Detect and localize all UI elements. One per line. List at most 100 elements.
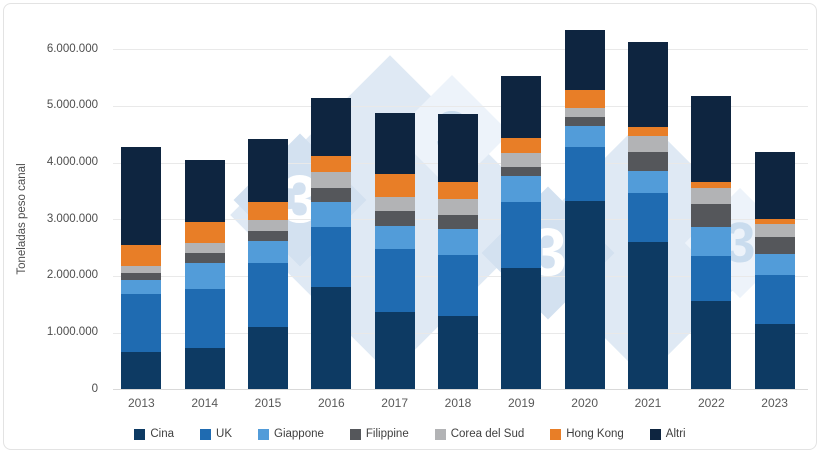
bar-segment-altri (564, 30, 605, 91)
bar-segment-hong-kong (501, 138, 542, 153)
bar-2020 (564, 30, 605, 390)
bar-segment-corea-del-sud (374, 196, 415, 212)
bar-segment-filippine (248, 230, 288, 241)
bar-segment-filippine (184, 253, 225, 264)
legend-swatch-corea-del-sud (434, 428, 446, 440)
bar-segment-altri (754, 151, 795, 220)
legend-item-altri: Altri (649, 427, 686, 441)
bar-segment-hong-kong (121, 244, 162, 266)
x-axis-label-2021: 2021 (634, 396, 662, 410)
legend-label-corea-del-sud: Corea del Sud (450, 427, 525, 440)
legend-item-filippine: Filippine (349, 428, 409, 441)
bar-segment-uk (311, 226, 352, 287)
bar-segment-hong-kong (627, 127, 668, 136)
legend-swatch-filippine (349, 428, 361, 440)
bar-segment-uk (374, 249, 415, 312)
legend-label-giappone: Giappone (274, 427, 324, 440)
bar-segment-giappone (438, 228, 478, 255)
bar-segment-filippine (627, 151, 668, 171)
y-axis-tick-label: 0 (91, 382, 98, 395)
legend-label-cina: Cina (150, 427, 175, 440)
bar-segment-hong-kong (374, 173, 415, 197)
bar-segment-giappone (121, 279, 162, 295)
legend-label-hong-kong: Hong Kong (566, 427, 624, 440)
x-axis-label-2017: 2017 (381, 396, 408, 410)
legend-item-giappone: Giappone (258, 428, 324, 441)
bar-segment-cina (564, 200, 605, 390)
y-axis-tick-label: 3.000.000 (46, 212, 98, 225)
bar-segment-cina (754, 324, 795, 390)
bar-segment-altri (501, 75, 542, 139)
legend-swatch-uk (200, 428, 212, 440)
bar-segment-cina (691, 300, 732, 390)
bar-segment-corea-del-sud (184, 242, 225, 254)
bar-segment-altri (374, 113, 415, 174)
bar-segment-giappone (374, 226, 415, 250)
bar-segment-filippine (311, 188, 352, 202)
bar-segment-giappone (248, 240, 288, 264)
bar-segment-cina (121, 351, 162, 390)
bar-segment-filippine (754, 237, 795, 254)
x-axis-label-2019: 2019 (507, 396, 535, 410)
legend: Cina UK Giappone Filippine Corea del Sud Hong… (0, 426, 820, 442)
legend-item-cina: Cina (134, 428, 174, 441)
legend-label-uk: UK (216, 427, 233, 440)
bar-segment-giappone (564, 125, 605, 147)
bar-segment-filippine (121, 272, 162, 280)
legend-item-uk: UK (200, 428, 232, 441)
bar-segment-corea-del-sud (627, 135, 668, 152)
bar-segment-corea-del-sud (691, 188, 732, 204)
bar-segment-cina (374, 311, 415, 390)
legend-label-altri: Altri (665, 427, 686, 440)
x-axis-label-2014: 2014 (191, 396, 219, 410)
bar-segment-filippine (501, 166, 542, 177)
gridline (113, 105, 808, 107)
legend-swatch-altri (649, 428, 661, 440)
legend-item-corea-del-sud: Corea del Sud (434, 427, 525, 441)
bar-2022 (691, 95, 732, 390)
bar-segment-uk (691, 256, 732, 301)
bar-segment-cina (501, 267, 542, 390)
bar-segment-altri (438, 114, 478, 183)
bar-segment-altri (248, 139, 288, 202)
x-axis-label-2023: 2023 (761, 396, 788, 410)
bar-segment-cina (438, 316, 478, 390)
bar-segment-giappone (501, 176, 542, 202)
legend-swatch-cina (134, 428, 146, 440)
x-axis-line (113, 389, 808, 391)
x-axis-label-2015: 2015 (254, 396, 282, 410)
bar-segment-uk (248, 263, 288, 328)
bar-segment-corea-del-sud (121, 265, 162, 273)
x-axis-label-2020: 2020 (571, 396, 598, 410)
y-axis-tick-label: 1.000.000 (46, 326, 98, 339)
bar-segment-uk (501, 201, 542, 268)
bar-segment-altri (121, 147, 162, 245)
bar-segment-hong-kong (564, 90, 605, 108)
bar-segment-hong-kong (184, 221, 225, 243)
bar-segment-uk (564, 146, 605, 201)
bar-segment-altri (691, 95, 732, 183)
x-axis-label-2018: 2018 (444, 396, 472, 410)
bar-2019 (501, 75, 542, 390)
x-axis-label-2022: 2022 (697, 396, 725, 410)
bar-segment-corea-del-sud (438, 198, 478, 215)
bar-segment-cina (248, 327, 288, 390)
bar-segment-uk (754, 274, 795, 325)
bar-segment-giappone (754, 253, 795, 275)
y-axis-tick-label: 2.000.000 (46, 269, 98, 282)
bar-2014 (184, 160, 225, 390)
bar-2018 (438, 114, 478, 390)
bar-segment-filippine (691, 203, 732, 228)
bar-segment-corea-del-sud (311, 172, 352, 189)
bar-segment-corea-del-sud (564, 107, 605, 118)
legend-swatch-hong-kong (550, 428, 562, 440)
bar-segment-giappone (627, 170, 668, 193)
x-axis-label-2013: 2013 (127, 396, 155, 410)
bar-2015 (248, 139, 288, 390)
bar-2023 (754, 151, 795, 390)
bar-segment-uk (627, 192, 668, 243)
bar-segment-cina (311, 286, 352, 390)
bar-segment-hong-kong (438, 182, 478, 199)
